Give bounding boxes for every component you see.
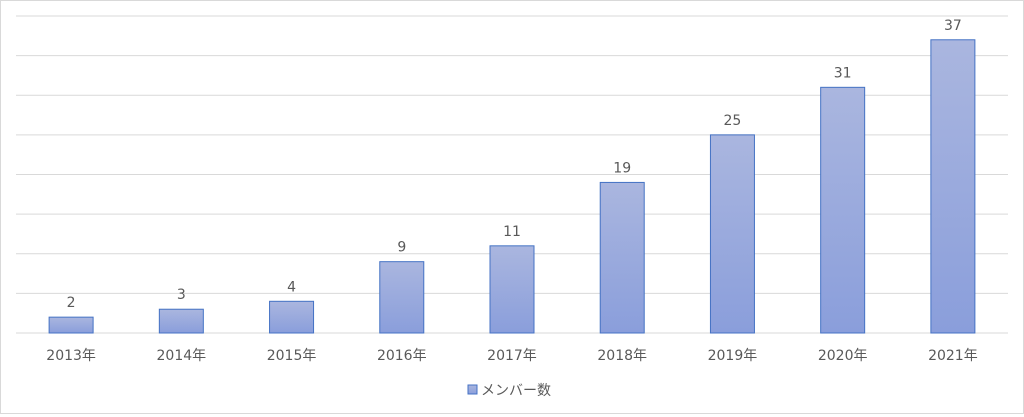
x-tick-label: 2020年 bbox=[818, 348, 868, 364]
x-tick-label: 2013年 bbox=[46, 348, 96, 364]
legend-swatch bbox=[467, 384, 478, 395]
x-tick-label: 2017年 bbox=[487, 348, 537, 364]
data-labels: 2 3 4 9 11 19 25 31 37 bbox=[67, 18, 962, 311]
legend: メンバー数 bbox=[467, 383, 551, 399]
gridlines bbox=[16, 15, 1008, 334]
data-label: 9 bbox=[397, 240, 406, 256]
x-tick-label: 2021年 bbox=[928, 348, 978, 364]
bar bbox=[599, 181, 645, 334]
data-label: 11 bbox=[503, 224, 521, 240]
legend-label: メンバー数 bbox=[481, 383, 551, 399]
bar bbox=[820, 86, 866, 334]
data-label: 37 bbox=[944, 18, 962, 34]
data-label: 4 bbox=[287, 279, 296, 295]
bar bbox=[269, 300, 315, 334]
x-tick-label: 2016年 bbox=[377, 348, 427, 364]
bar bbox=[930, 39, 976, 334]
x-axis-ticks: 2013年 2014年 2015年 2016年 2017年 2018年 2019年 2020年… bbox=[46, 348, 977, 364]
bar bbox=[489, 245, 535, 334]
bars bbox=[48, 39, 976, 334]
x-tick-label: 2019年 bbox=[708, 348, 758, 364]
x-tick-label: 2014年 bbox=[157, 348, 207, 364]
data-label: 19 bbox=[613, 160, 631, 176]
bar bbox=[48, 316, 94, 334]
data-label: 3 bbox=[177, 287, 186, 303]
data-label: 25 bbox=[724, 113, 742, 129]
x-tick-label: 2018年 bbox=[597, 348, 647, 364]
data-label: 2 bbox=[67, 295, 76, 311]
x-tick-label: 2015年 bbox=[267, 348, 317, 364]
data-label: 31 bbox=[834, 65, 852, 81]
bar bbox=[709, 134, 755, 334]
bar bbox=[158, 308, 204, 334]
bar bbox=[379, 261, 425, 334]
